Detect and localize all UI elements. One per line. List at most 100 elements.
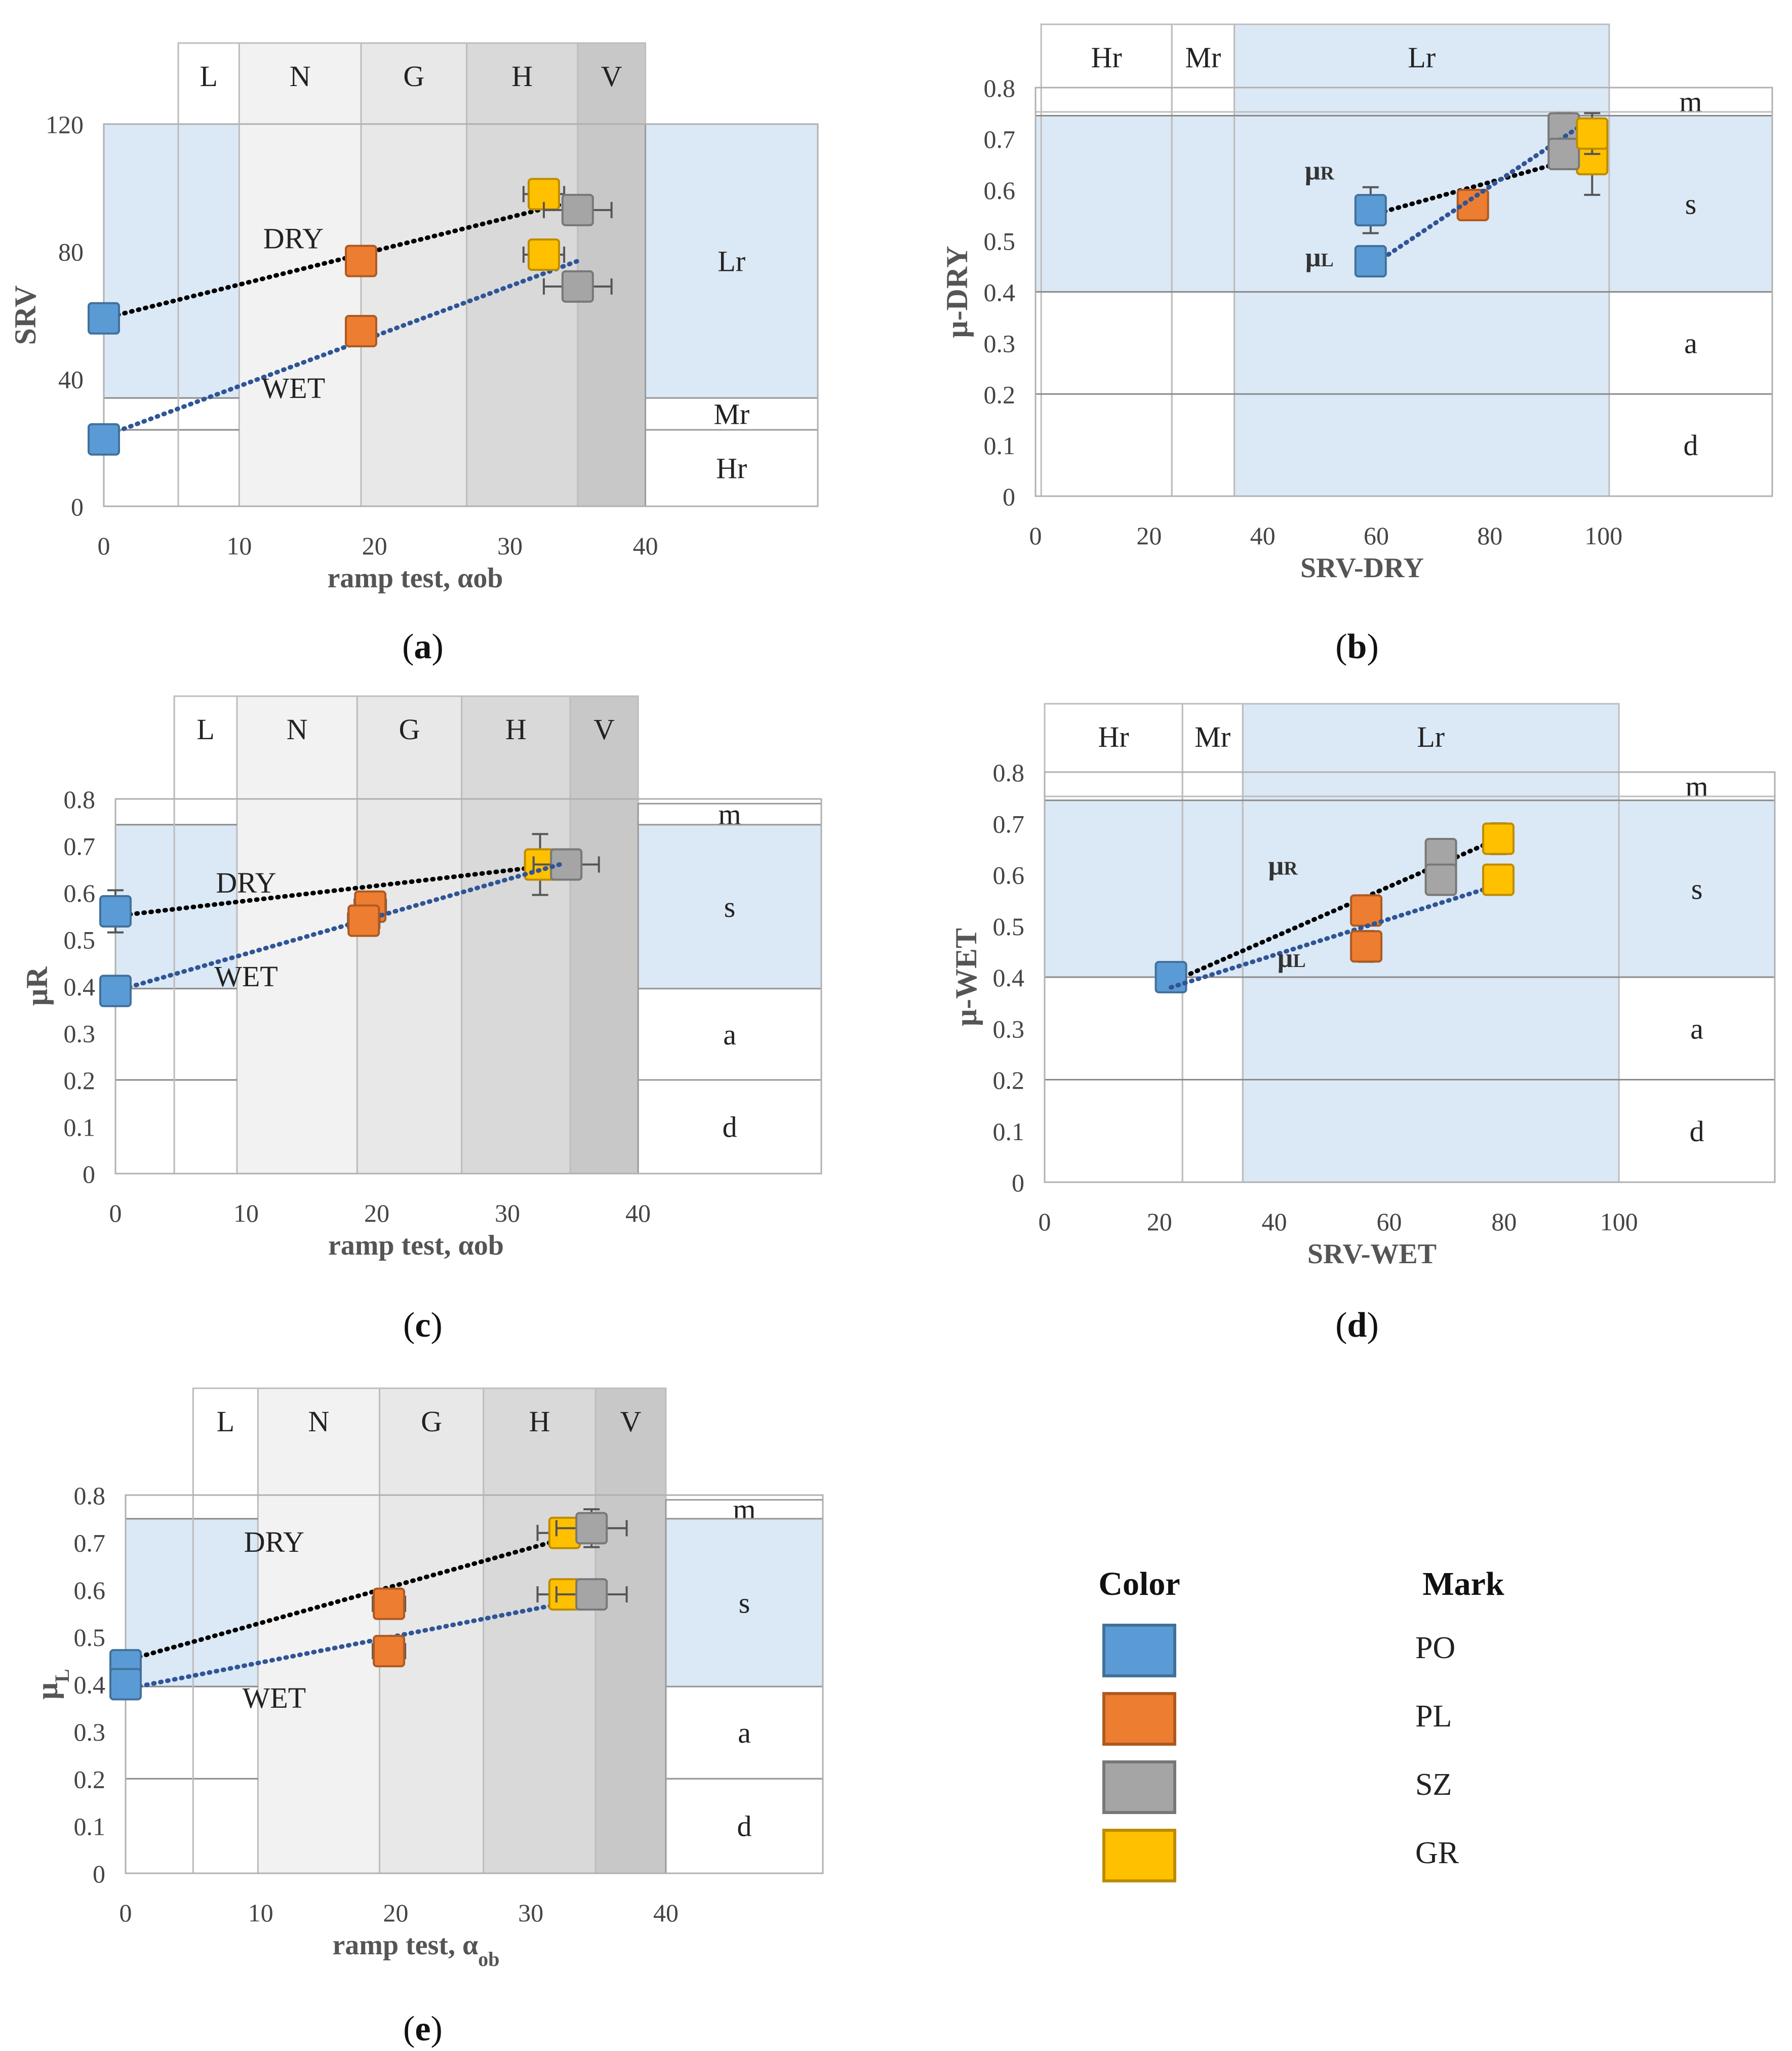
point-po (1354, 245, 1387, 277)
band-label-H: H (505, 713, 527, 746)
marker-pl (345, 314, 378, 347)
y-tick-label: 0.8 (993, 758, 1025, 787)
series-label: DRY (263, 222, 324, 255)
caption-letter: d (1347, 1306, 1367, 1345)
point-po (99, 889, 132, 934)
band-label-Mr: Mr (1185, 41, 1221, 74)
zone-label-a: a (723, 1018, 736, 1051)
point-pl (1350, 894, 1383, 927)
y-tick-label: 0.5 (984, 227, 1016, 256)
y-tick-label: 0.3 (74, 1718, 106, 1746)
y-axis-label-main: μR (20, 967, 54, 1006)
legend-label-pl: PL (1415, 1699, 1452, 1734)
marker-gr (528, 238, 561, 271)
x-axis-label: SRV-DRY (1300, 552, 1424, 584)
caption-close: ) (1367, 627, 1378, 666)
band-label-G: G (399, 713, 420, 746)
point-gr (1482, 822, 1515, 855)
zone-label-d: d (1683, 429, 1698, 462)
legend-label-sz: SZ (1415, 1767, 1452, 1802)
plot-frame (1044, 771, 1776, 1183)
band-fill-V (595, 1388, 666, 1873)
caption-close: ) (432, 627, 444, 666)
marker-sz (1547, 138, 1580, 171)
legend-swatch-gr (1102, 1829, 1176, 1882)
y-axis-label-main: μ-DRY (940, 246, 974, 338)
y-tick-label: 0.2 (984, 380, 1016, 409)
series-label: WET (214, 960, 278, 993)
chart-d: Hr Mr Lr m s a d 0 20 40 60 80 100 0 0.1 0.2 0.3 0.4 0.5 0.… (949, 703, 1776, 1345)
point-gr (522, 238, 566, 271)
plot-frame (1034, 87, 1773, 497)
zone-label-d: d (1690, 1115, 1704, 1148)
x-tick-label: 20 (1136, 521, 1162, 550)
y-tick-label: 0.2 (993, 1066, 1025, 1095)
x-tick-label: 20 (364, 1199, 389, 1227)
caption-letter: c (415, 1306, 430, 1345)
zone-label-d: d (723, 1111, 737, 1144)
band-label-Lr: Lr (1408, 41, 1436, 74)
series-label-mu: μ (1268, 851, 1284, 881)
y-axis-label: μ-WET (949, 928, 983, 1026)
y-axis-label-main: SRV (9, 286, 42, 345)
x-axis-label-main: ramp test, αob (328, 1230, 504, 1261)
y-tick-label: 0.4 (984, 278, 1016, 307)
zone-label-m: m (1686, 770, 1708, 803)
zone-label-Hr: Hr (716, 452, 747, 485)
y-tick-label: 0.6 (993, 861, 1025, 890)
y-tick-label: 0 (71, 493, 84, 521)
series-label: μL (1278, 943, 1306, 973)
zone-label-m: m (733, 1493, 755, 1526)
x-tick-label: 0 (120, 1899, 132, 1927)
x-tick-label: 40 (625, 1199, 651, 1227)
legend-swatch-sz (1102, 1760, 1176, 1814)
y-tick-label: 0.3 (64, 1020, 96, 1048)
x-tick-label: 10 (226, 532, 252, 560)
marker-po (1354, 245, 1387, 277)
lr-zone (1234, 24, 1609, 496)
band-fill-G (361, 43, 467, 506)
band-label-H: H (511, 60, 533, 93)
trend-line-μL (1169, 882, 1501, 990)
y-tick-label: 0.4 (64, 973, 96, 1001)
y-axis-label: μ-DRY (940, 246, 974, 338)
band-label-Mr: Mr (1194, 720, 1230, 753)
band-fill-H (466, 43, 578, 506)
chart-a: L N G H V Lr Mr Hr 0 10 20 30 40 0 40 80 120 ramp test, α… (9, 42, 819, 666)
x-tick-label: 80 (1491, 1208, 1517, 1236)
series-label: μL (1305, 242, 1334, 272)
chart-c: L N G H Vm s a d 0 10 20 30 40 0 0.1 0.2 0.3 0.4 0.5 0.6 0.7… (20, 695, 822, 1345)
point-pl (372, 1635, 407, 1668)
point-po (109, 1668, 142, 1701)
x-tick-label: 0 (98, 532, 110, 560)
y-tick-label: 80 (58, 238, 84, 266)
x-tick-label: 20 (1147, 1208, 1172, 1236)
x-tick-label: 30 (497, 532, 523, 560)
y-tick-label: 0.4 (993, 963, 1025, 992)
y-tick-label: 0.8 (64, 785, 96, 814)
zone-label-Lr: Lr (718, 245, 745, 278)
y-tick-label: 0.6 (74, 1576, 106, 1604)
point-sz (555, 1508, 628, 1548)
band-label-G: G (403, 60, 424, 93)
series-label-sub: L (1321, 250, 1334, 271)
x-axis-label-main: ramp test, α (332, 1929, 478, 1961)
caption-close: ) (431, 2009, 443, 2048)
x-tick-label: 0 (1039, 1208, 1051, 1236)
panel-caption: (c) (403, 1306, 443, 1345)
zone-label-s: s (1685, 187, 1697, 220)
marker-pl (1456, 189, 1489, 222)
marker-gr (1482, 822, 1515, 855)
chart-b: Hr Mr Lr m s a d 0 20 40 60 80 100 0 0.1 0.2 0.3 0.4 0.5 0.… (940, 23, 1773, 666)
x-tick-label: 0 (109, 1199, 122, 1227)
marker-pl (373, 1587, 406, 1620)
x-tick-label: 30 (518, 1899, 543, 1927)
x-tick-label: 40 (1262, 1208, 1287, 1236)
x-tick-label: 20 (362, 532, 387, 560)
panel-caption: (a) (402, 627, 444, 666)
marker-po (109, 1668, 142, 1701)
band-fill-H (461, 696, 570, 1174)
point-sz (1424, 863, 1457, 896)
x-axis-label: ramp test, αob (328, 1230, 504, 1261)
y-tick-label: 0.3 (984, 329, 1016, 357)
